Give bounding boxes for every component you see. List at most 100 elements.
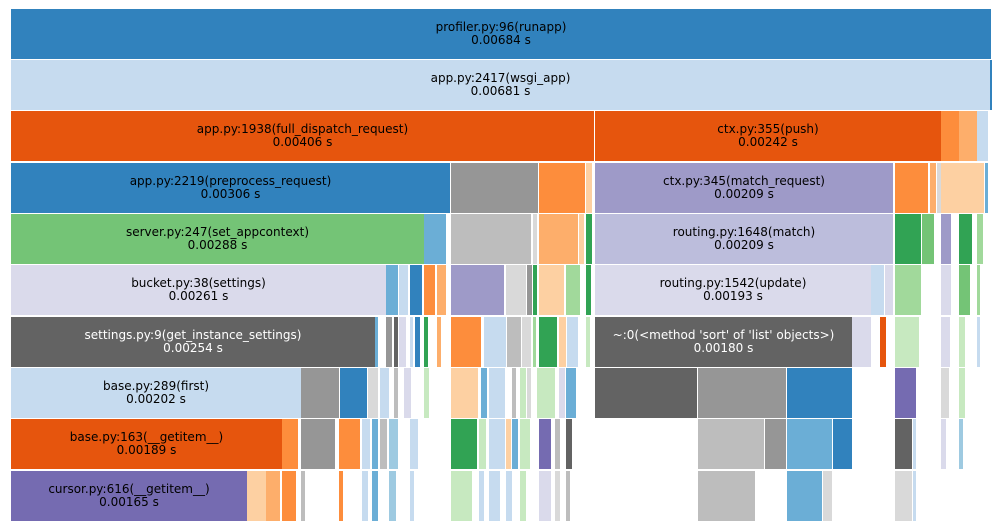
flame-frame-ctx-py-345-match-request[interactable]: ctx.py:345(match_request) 0.00209 s (595, 163, 893, 213)
flame-frame[interactable] (512, 368, 516, 418)
flame-frame[interactable] (424, 214, 446, 264)
flame-frame-routing-py-1542-update[interactable]: routing.py:1542(update) 0.00193 s (595, 265, 871, 315)
flame-frame[interactable] (282, 471, 296, 521)
flame-frame[interactable] (451, 214, 531, 264)
flame-frame[interactable] (941, 214, 951, 264)
flame-frame[interactable] (566, 471, 570, 521)
flame-frame[interactable] (301, 419, 335, 469)
flame-frame-cursor-py-616-getitem[interactable]: cursor.py:616(__getitem__) 0.00165 s (11, 471, 247, 521)
flame-frame[interactable] (537, 368, 555, 418)
flame-frame[interactable] (410, 419, 418, 469)
flame-frame[interactable] (410, 317, 413, 367)
flame-frame[interactable] (507, 317, 521, 367)
flame-frame[interactable] (451, 368, 478, 418)
flame-frame[interactable] (566, 419, 572, 469)
flame-frame[interactable] (913, 471, 916, 521)
flame-frame[interactable] (698, 419, 764, 469)
flame-frame[interactable] (451, 419, 477, 469)
flame-frame[interactable] (895, 265, 921, 315)
flame-frame[interactable] (506, 265, 526, 315)
flame-frame[interactable] (833, 419, 852, 469)
flame-frame[interactable] (489, 368, 505, 418)
flame-frame[interactable] (339, 471, 343, 521)
flame-frame[interactable] (527, 265, 532, 315)
flame-frame[interactable] (977, 214, 983, 264)
flame-frame[interactable] (399, 317, 406, 367)
flame-frame[interactable] (559, 368, 565, 418)
flame-frame[interactable] (586, 214, 592, 264)
flame-frame[interactable] (990, 60, 992, 110)
flame-frame[interactable] (386, 265, 398, 315)
flame-frame[interactable] (698, 368, 786, 418)
flame-frame[interactable] (247, 471, 266, 521)
flame-frame-app-py-2219-preprocess-request[interactable]: app.py:2219(preprocess_request) 0.00306 s (11, 163, 450, 213)
flame-frame[interactable] (895, 163, 928, 213)
flame-frame-server-py-247-set-appcontext[interactable]: server.py:247(set_appcontext) 0.00288 s (11, 214, 424, 264)
flame-frame[interactable] (977, 317, 980, 367)
flame-frame[interactable] (595, 368, 697, 418)
flame-frame[interactable] (375, 317, 378, 367)
flame-frame[interactable] (451, 471, 472, 521)
flame-frame-profiler-py-96-runapp[interactable]: profiler.py:96(runapp) 0.00684 s (11, 9, 991, 59)
flame-frame[interactable] (506, 419, 511, 469)
flame-frame[interactable] (410, 471, 414, 521)
flame-frame[interactable] (941, 163, 959, 213)
flame-frame[interactable] (871, 265, 884, 315)
flame-frame[interactable] (559, 317, 566, 367)
flame-frame[interactable] (698, 471, 755, 521)
flame-frame[interactable] (959, 317, 965, 367)
flame-frame[interactable] (937, 163, 941, 213)
flame-frame[interactable] (372, 471, 378, 521)
flame-frame[interactable] (481, 368, 487, 418)
flame-frame[interactable] (506, 471, 512, 521)
flame-frame[interactable] (372, 419, 378, 469)
flame-frame[interactable] (941, 317, 950, 367)
flame-frame[interactable] (340, 368, 367, 418)
flame-frame[interactable] (895, 368, 916, 418)
flame-frame[interactable] (512, 419, 518, 469)
flame-frame[interactable] (539, 265, 564, 315)
flame-frame[interactable] (520, 471, 526, 521)
flame-frame[interactable] (922, 214, 934, 264)
flame-frame[interactable] (959, 265, 970, 315)
flame-frame[interactable] (527, 368, 531, 418)
flame-frame[interactable] (339, 419, 360, 469)
flame-frame[interactable] (533, 265, 537, 315)
flame-frame[interactable] (895, 317, 919, 367)
flame-frame[interactable] (579, 214, 584, 264)
flame-frame[interactable] (539, 471, 551, 521)
flame-frame[interactable] (520, 368, 526, 418)
flame-frame[interactable] (977, 163, 984, 213)
flame-frame[interactable] (539, 317, 557, 367)
flame-frame[interactable] (522, 317, 531, 367)
flame-frame[interactable] (282, 419, 298, 469)
flame-frame[interactable] (941, 368, 949, 418)
flame-frame-app-py-2417-wsgi-app[interactable]: app.py:2417(wsgi_app) 0.00681 s (11, 60, 990, 110)
flame-frame[interactable] (539, 214, 578, 264)
flame-frame[interactable] (380, 368, 389, 418)
flame-frame[interactable] (301, 471, 305, 521)
flame-frame[interactable] (424, 368, 429, 418)
flame-frame[interactable] (479, 419, 486, 469)
flame-frame[interactable] (941, 419, 946, 469)
flame-frame[interactable] (489, 471, 500, 521)
flame-frame[interactable] (885, 265, 893, 315)
flame-frame-app-py-1938-full-dispatch-request[interactable]: app.py:1938(full_dispatch_request) 0.0040… (11, 111, 594, 161)
flame-frame-0-method-sort-of-list-objects[interactable]: ~:0(<method 'sort' of 'list' objects>) 0.… (595, 317, 852, 367)
flame-frame[interactable] (586, 317, 590, 367)
flame-frame[interactable] (362, 471, 368, 521)
flame-frame[interactable] (479, 471, 484, 521)
flame-frame[interactable] (959, 163, 977, 213)
flame-frame[interactable] (424, 317, 428, 367)
flame-frame[interactable] (539, 419, 551, 469)
flame-frame-base-py-163-getitem[interactable]: base.py:163(__getitem__) 0.00189 s (11, 419, 282, 469)
flame-frame[interactable] (880, 317, 886, 367)
flame-frame[interactable] (765, 419, 786, 469)
flame-frame[interactable] (941, 111, 959, 161)
flame-frame[interactable] (586, 265, 591, 315)
flame-frame[interactable] (555, 471, 560, 521)
flame-frame[interactable] (895, 419, 912, 469)
flame-frame[interactable] (389, 419, 398, 469)
flame-frame-settings-py-9-get-instance-settings[interactable]: settings.py:9(get_instance_settings) 0.00… (11, 317, 375, 367)
flame-frame[interactable] (394, 368, 398, 418)
